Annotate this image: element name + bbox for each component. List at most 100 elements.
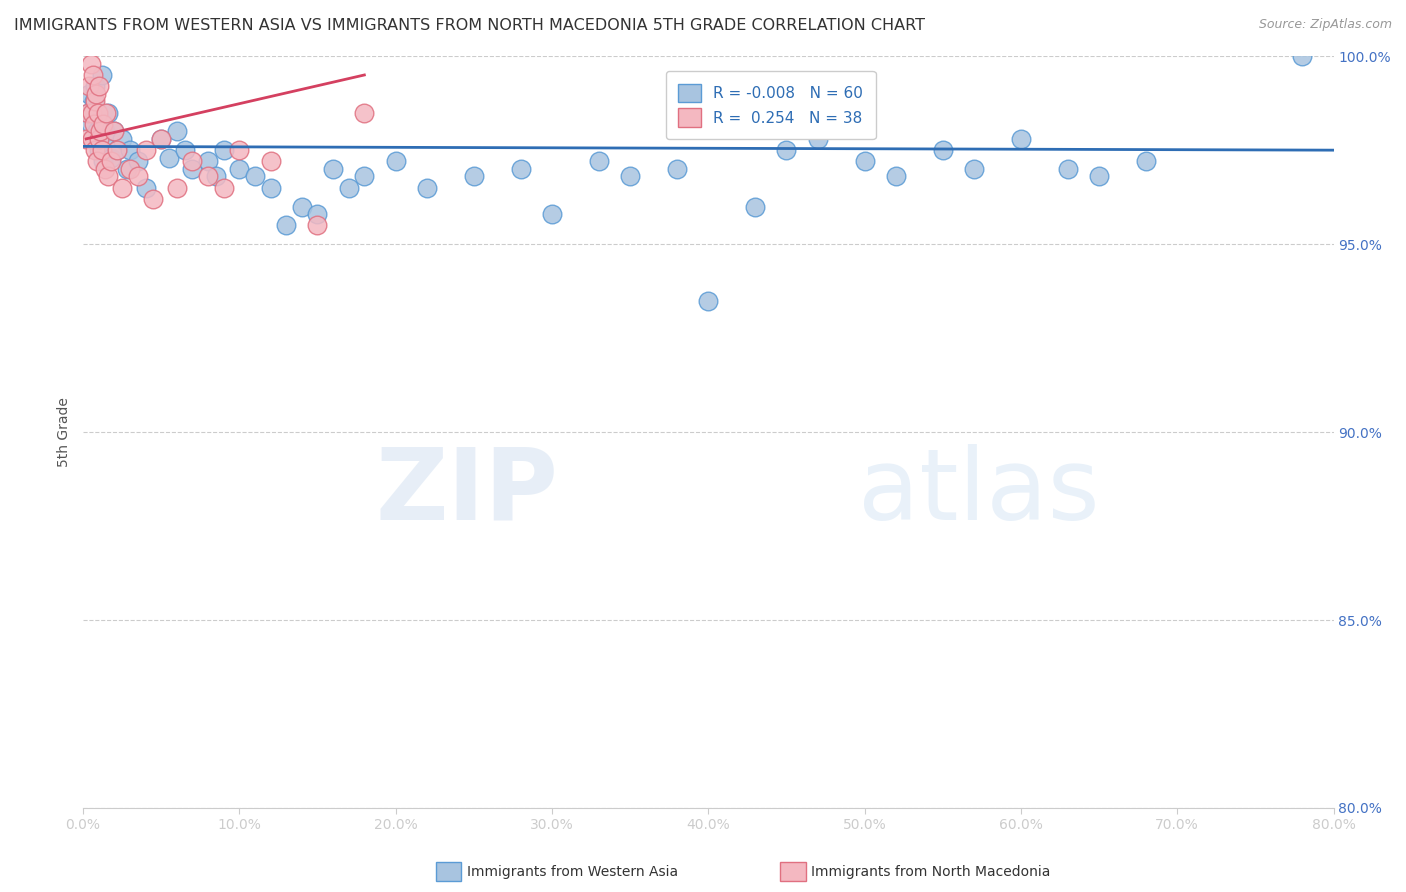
Point xyxy=(80,117,103,131)
Point xyxy=(463,169,485,184)
Point xyxy=(197,154,219,169)
Point xyxy=(807,132,830,146)
Point xyxy=(1010,132,1032,146)
Point xyxy=(82,68,104,82)
Point xyxy=(337,180,360,194)
Point xyxy=(87,105,110,120)
Point xyxy=(76,105,98,120)
Point xyxy=(89,79,111,94)
Point xyxy=(150,132,173,146)
Point xyxy=(384,154,406,169)
Point xyxy=(105,143,128,157)
Point xyxy=(77,87,100,101)
Point xyxy=(276,219,298,233)
Point xyxy=(90,143,112,157)
Point xyxy=(150,132,173,146)
Point xyxy=(118,143,141,157)
Point xyxy=(91,117,114,131)
Point xyxy=(127,154,149,169)
Y-axis label: 5th Grade: 5th Grade xyxy=(58,397,72,467)
Point xyxy=(1088,169,1111,184)
Point xyxy=(665,161,688,176)
Point xyxy=(1291,49,1313,63)
Point xyxy=(291,200,314,214)
Point xyxy=(127,169,149,184)
Point xyxy=(932,143,955,157)
Point xyxy=(111,180,134,194)
Point xyxy=(91,154,114,169)
Point xyxy=(103,124,125,138)
Text: Immigrants from North Macedonia: Immigrants from North Macedonia xyxy=(811,865,1050,880)
Point xyxy=(134,180,156,194)
Point xyxy=(212,180,235,194)
Point xyxy=(181,161,204,176)
Point xyxy=(205,169,228,184)
Point xyxy=(82,132,104,146)
Point xyxy=(105,143,128,157)
Point xyxy=(243,169,266,184)
Point xyxy=(166,180,188,194)
Point xyxy=(96,105,118,120)
Point xyxy=(142,192,165,206)
Point xyxy=(884,169,907,184)
Point xyxy=(97,169,120,184)
Point xyxy=(75,132,97,146)
Point xyxy=(80,105,103,120)
Point xyxy=(322,161,344,176)
Point xyxy=(83,143,105,157)
Point xyxy=(259,180,281,194)
Point xyxy=(353,169,375,184)
Point xyxy=(97,105,120,120)
Point xyxy=(89,113,111,128)
Point xyxy=(697,293,720,308)
Point xyxy=(1056,161,1078,176)
Point xyxy=(134,143,156,157)
Point xyxy=(197,169,219,184)
Point xyxy=(77,79,100,94)
Point xyxy=(1135,154,1157,169)
Point xyxy=(100,154,122,169)
Point xyxy=(94,161,117,176)
Text: Source: ZipAtlas.com: Source: ZipAtlas.com xyxy=(1258,18,1392,31)
Point xyxy=(307,219,329,233)
Point xyxy=(173,143,195,157)
Point xyxy=(87,132,110,146)
Point xyxy=(212,143,235,157)
Point xyxy=(86,154,108,169)
Point xyxy=(96,132,118,146)
Point xyxy=(84,79,107,94)
Point xyxy=(353,105,375,120)
Point xyxy=(86,124,108,138)
Point xyxy=(181,154,204,169)
Point xyxy=(118,161,141,176)
Point xyxy=(84,95,107,109)
Point xyxy=(259,154,281,169)
Point xyxy=(775,143,797,157)
Point xyxy=(111,132,134,146)
Point xyxy=(87,143,110,157)
Point xyxy=(83,117,105,131)
Text: ZIP: ZIP xyxy=(375,443,558,541)
Legend: R = -0.008   N = 60, R =  0.254   N = 38: R = -0.008 N = 60, R = 0.254 N = 38 xyxy=(666,71,876,139)
Point xyxy=(89,124,111,138)
Point xyxy=(115,161,138,176)
Point xyxy=(90,68,112,82)
Point xyxy=(228,143,250,157)
Text: Immigrants from Western Asia: Immigrants from Western Asia xyxy=(467,865,678,880)
Point xyxy=(307,207,329,221)
Point xyxy=(76,105,98,120)
Point xyxy=(80,56,103,70)
Point xyxy=(228,161,250,176)
Point xyxy=(94,124,117,138)
Point xyxy=(84,87,107,101)
Point xyxy=(100,151,122,165)
Point xyxy=(509,161,531,176)
Point xyxy=(853,154,876,169)
Point xyxy=(541,207,564,221)
Text: IMMIGRANTS FROM WESTERN ASIA VS IMMIGRANTS FROM NORTH MACEDONIA 5TH GRADE CORREL: IMMIGRANTS FROM WESTERN ASIA VS IMMIGRAN… xyxy=(14,18,925,33)
Point xyxy=(416,180,439,194)
Point xyxy=(588,154,610,169)
Point xyxy=(83,95,105,109)
Point xyxy=(963,161,986,176)
Text: atlas: atlas xyxy=(858,443,1099,541)
